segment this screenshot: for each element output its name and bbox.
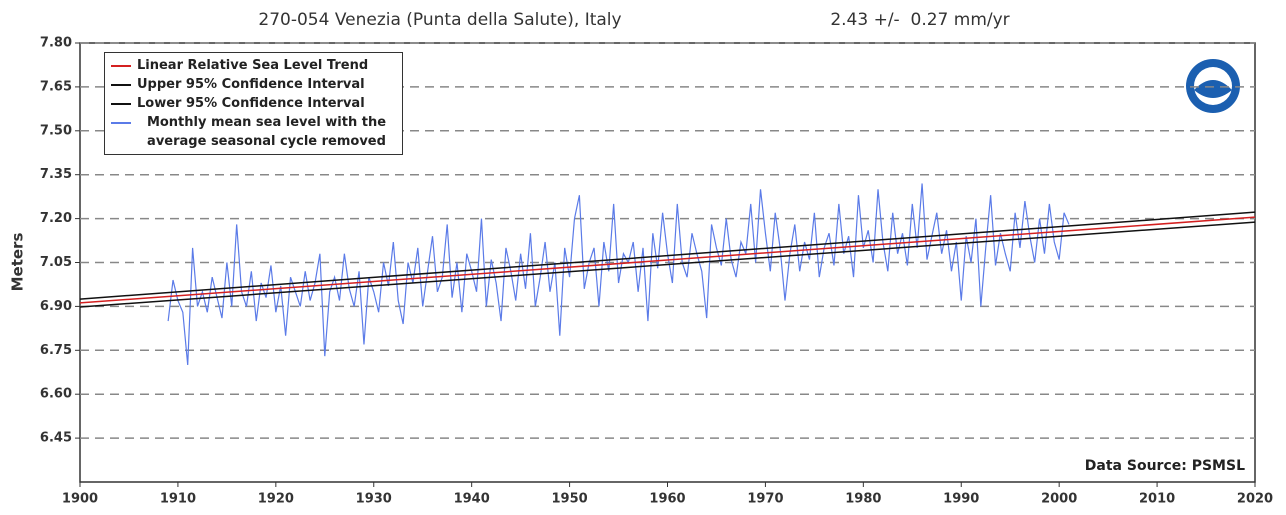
series-line [167, 183, 1070, 365]
legend-swatch [111, 122, 131, 124]
x-tick-label: 1990 [943, 492, 979, 507]
legend-label: Linear Relative Sea Level Trend [137, 58, 369, 73]
legend-item: Monthly mean sea level with the average … [111, 113, 396, 151]
x-tick-label: 1940 [454, 492, 490, 507]
y-tick-label: 7.05 [40, 255, 72, 270]
legend-swatch [111, 103, 131, 105]
y-tick-label: 6.90 [40, 299, 72, 314]
x-tick-label: 1910 [160, 492, 196, 507]
annotation: Data Source: PSMSL [1085, 458, 1245, 474]
y-tick-label: 6.45 [40, 431, 72, 446]
x-tick-label: 2000 [1041, 492, 1077, 507]
y-axis-label: Meters [9, 233, 27, 292]
logo-bird [1194, 80, 1232, 98]
x-tick-label: 1980 [845, 492, 881, 507]
noaa-logo [1186, 59, 1240, 113]
x-tick-label: 2020 [1237, 492, 1273, 507]
x-tick-label: 1960 [649, 492, 685, 507]
y-tick-label: 6.60 [40, 387, 72, 402]
legend-swatch [111, 84, 131, 86]
legend-label: Monthly mean sea level with the average … [146, 115, 387, 149]
series-line [79, 216, 1256, 304]
legend-label: Lower 95% Confidence Interval [137, 96, 365, 111]
legend: Linear Relative Sea Level Trend Upper 95%… [104, 52, 403, 155]
chart-subtitle: 2.43 +/- 0.27 mm/yr [830, 10, 1009, 30]
series-line [79, 221, 1256, 308]
series-line [79, 211, 1256, 300]
legend-swatch [111, 65, 131, 67]
x-tick-label: 1920 [258, 492, 294, 507]
y-tick-label: 7.65 [40, 79, 72, 94]
y-tick-label: 7.80 [40, 36, 72, 51]
x-tick-label: 1970 [747, 492, 783, 507]
x-tick-label: 1950 [551, 492, 587, 507]
x-tick-label: 2010 [1139, 492, 1175, 507]
y-tick-label: 7.20 [40, 211, 72, 226]
y-tick-label: 6.75 [40, 343, 72, 358]
legend-item: Lower 95% Confidence Interval [111, 94, 396, 113]
y-tick-label: 7.50 [40, 123, 72, 138]
chart-title: 270-054 Venezia (Punta della Salute), It… [258, 10, 621, 30]
y-tick-label: 7.35 [40, 167, 72, 182]
legend-label: Upper 95% Confidence Interval [137, 77, 365, 92]
legend-item: Upper 95% Confidence Interval [111, 75, 396, 94]
x-tick-label: 1930 [356, 492, 392, 507]
x-tick-label: 1900 [62, 492, 98, 507]
legend-item: Linear Relative Sea Level Trend [111, 56, 396, 75]
